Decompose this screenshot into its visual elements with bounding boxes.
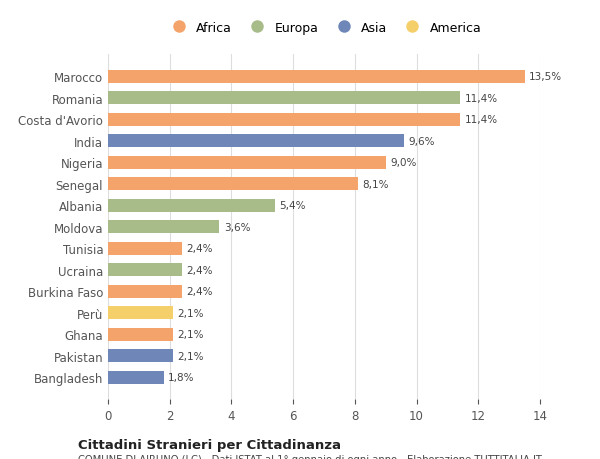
Bar bbox=[108, 285, 182, 298]
Text: 11,4%: 11,4% bbox=[464, 115, 497, 125]
Bar bbox=[108, 113, 460, 127]
Text: 2,1%: 2,1% bbox=[178, 308, 204, 318]
Text: 2,4%: 2,4% bbox=[187, 265, 213, 275]
Text: 9,6%: 9,6% bbox=[409, 136, 436, 146]
Text: 2,1%: 2,1% bbox=[178, 351, 204, 361]
Legend: Africa, Europa, Asia, America: Africa, Europa, Asia, America bbox=[161, 17, 487, 39]
Bar bbox=[108, 71, 524, 84]
Bar bbox=[108, 135, 404, 148]
Bar bbox=[108, 328, 173, 341]
Bar bbox=[108, 178, 358, 191]
Bar bbox=[108, 199, 275, 212]
Text: 9,0%: 9,0% bbox=[391, 158, 417, 168]
Bar bbox=[108, 242, 182, 255]
Text: 2,1%: 2,1% bbox=[178, 330, 204, 339]
Text: 2,4%: 2,4% bbox=[187, 286, 213, 297]
Text: 13,5%: 13,5% bbox=[529, 72, 562, 82]
Bar bbox=[108, 349, 173, 362]
Bar bbox=[108, 221, 219, 234]
Text: 11,4%: 11,4% bbox=[464, 94, 497, 104]
Text: 1,8%: 1,8% bbox=[168, 372, 194, 382]
Text: 2,4%: 2,4% bbox=[187, 244, 213, 254]
Text: COMUNE DI AIRUNO (LC) - Dati ISTAT al 1° gennaio di ogni anno - Elaborazione TUT: COMUNE DI AIRUNO (LC) - Dati ISTAT al 1°… bbox=[78, 454, 542, 459]
Bar bbox=[108, 307, 173, 319]
Text: 8,1%: 8,1% bbox=[362, 179, 389, 189]
Text: 5,4%: 5,4% bbox=[279, 201, 306, 211]
Bar bbox=[108, 157, 386, 169]
Bar bbox=[108, 263, 182, 276]
Bar bbox=[108, 371, 164, 384]
Bar bbox=[108, 92, 460, 105]
Text: Cittadini Stranieri per Cittadinanza: Cittadini Stranieri per Cittadinanza bbox=[78, 438, 341, 451]
Text: 3,6%: 3,6% bbox=[224, 222, 250, 232]
